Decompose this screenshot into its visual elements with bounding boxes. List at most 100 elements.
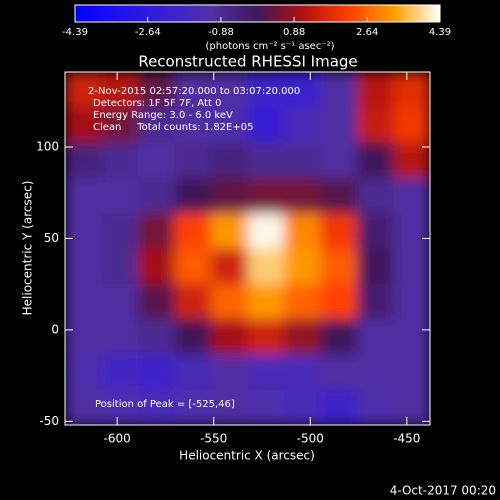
heatmap-cell bbox=[101, 354, 139, 391]
heatmap-cell bbox=[101, 72, 139, 108]
heatmap-cell bbox=[211, 283, 248, 320]
heatmap-cell bbox=[101, 248, 139, 285]
peak-label: Position of Peak = [-525,46] bbox=[95, 399, 235, 410]
heatmap-cell bbox=[320, 213, 358, 249]
heatmap-cell bbox=[211, 354, 248, 391]
heatmap-cell bbox=[320, 283, 358, 320]
heatmap-cell bbox=[174, 213, 212, 249]
heatmap-cell bbox=[284, 283, 321, 320]
heatmap-cell bbox=[357, 107, 394, 144]
heatmap-cell bbox=[138, 142, 175, 179]
heatmap-cell bbox=[357, 72, 394, 108]
heatmap-cell bbox=[284, 319, 321, 355]
heatmap-cell bbox=[65, 389, 102, 425]
heatmap-cell bbox=[65, 177, 102, 214]
heatmap-cell bbox=[393, 142, 430, 179]
chart-title: Reconstructed RHESSI Image bbox=[138, 53, 357, 71]
heatmap-cell bbox=[320, 142, 358, 179]
heatmap-cell bbox=[284, 354, 321, 391]
heatmap bbox=[65, 72, 430, 425]
x-tick-label: -600 bbox=[104, 432, 131, 446]
heatmap-cell bbox=[174, 389, 212, 425]
heatmap-cell bbox=[138, 72, 175, 108]
heatmap-cell bbox=[320, 319, 358, 355]
heatmap-cell bbox=[65, 319, 102, 355]
colorbar bbox=[74, 4, 441, 23]
colorbar-tick-label: -2.64 bbox=[135, 27, 161, 38]
heatmap-cell bbox=[393, 389, 430, 425]
heatmap-cell bbox=[101, 319, 139, 355]
heatmap-cell bbox=[393, 107, 430, 144]
heatmap-cell bbox=[101, 107, 139, 144]
heatmap-cell bbox=[247, 283, 285, 320]
annotation: Clean Total counts: 1.82E+05 bbox=[93, 122, 253, 133]
heatmap-cell bbox=[393, 177, 430, 214]
heatmap-cell bbox=[284, 213, 321, 249]
annotation: Detectors: 1F 5F 7F, Att 0 bbox=[93, 98, 221, 109]
heatmap-cell bbox=[247, 177, 285, 214]
heatmap-cell bbox=[211, 213, 248, 249]
colorbar-tick-label: -4.39 bbox=[62, 27, 88, 38]
y-tick-label: -50 bbox=[39, 414, 59, 428]
heatmap-cell bbox=[247, 142, 285, 179]
heatmap-cell bbox=[357, 248, 394, 285]
heatmap-cell bbox=[284, 142, 321, 179]
plot-area bbox=[65, 72, 430, 425]
heatmap-cell bbox=[138, 354, 175, 391]
heatmap-cell bbox=[101, 283, 139, 320]
heatmap-cell bbox=[101, 389, 139, 425]
heatmap-cell bbox=[174, 248, 212, 285]
heatmap-cell bbox=[138, 248, 175, 285]
heatmap-cell bbox=[320, 72, 358, 108]
heatmap-cell bbox=[138, 213, 175, 249]
heatmap-cell bbox=[65, 213, 102, 249]
heatmap-cell bbox=[284, 177, 321, 214]
heatmap-cell bbox=[101, 213, 139, 249]
heatmap-cell bbox=[65, 142, 102, 179]
annotation: 2-Nov-2015 02:57:20.000 to 03:07:20.000 bbox=[88, 86, 300, 97]
x-tick-label: -450 bbox=[393, 432, 420, 446]
heatmap-cell bbox=[174, 142, 212, 179]
footer: 4-Oct-2017 00:20 bbox=[390, 484, 496, 498]
y-tick-label: 100 bbox=[36, 139, 59, 153]
heatmap-cell bbox=[393, 354, 430, 391]
heatmap-cell bbox=[393, 72, 430, 108]
heatmap-cell bbox=[65, 283, 102, 320]
heatmap-cell bbox=[174, 177, 212, 214]
heatmap-cell bbox=[211, 389, 248, 425]
heatmap-cell bbox=[174, 354, 212, 391]
heatmap-cell bbox=[393, 319, 430, 355]
heatmap-cell bbox=[138, 283, 175, 320]
heatmap-cell bbox=[320, 177, 358, 214]
heatmap-cell bbox=[174, 107, 212, 144]
heatmap-cell bbox=[284, 248, 321, 285]
heatmap-cell bbox=[247, 213, 285, 249]
heatmap-cell bbox=[174, 319, 212, 355]
heatmap-cell bbox=[211, 319, 248, 355]
heatmap-cell bbox=[65, 72, 102, 108]
y-tick-label: 50 bbox=[44, 231, 59, 245]
plot-frame bbox=[64, 71, 431, 426]
heatmap-cell bbox=[247, 72, 285, 108]
y-axis-label: Heliocentric Y (arcsec) bbox=[21, 181, 35, 316]
heatmap-cell bbox=[357, 213, 394, 249]
heatmap-cell bbox=[138, 319, 175, 355]
heatmap-cell bbox=[174, 72, 212, 108]
heatmap-cell bbox=[393, 248, 430, 285]
heatmap-cell bbox=[65, 248, 102, 285]
heatmap-cell bbox=[211, 107, 248, 144]
heatmap-cell bbox=[247, 248, 285, 285]
heatmap-cell bbox=[393, 213, 430, 249]
x-tick-label: -550 bbox=[200, 432, 227, 446]
heatmap-cell bbox=[284, 107, 321, 144]
colorbar-tick-label: 0.88 bbox=[283, 27, 305, 38]
heatmap-cell bbox=[211, 72, 248, 108]
heatmap-cell bbox=[247, 107, 285, 144]
heatmap-cell bbox=[357, 142, 394, 179]
heatmap-cell bbox=[357, 283, 394, 320]
heatmap-cell bbox=[101, 177, 139, 214]
heatmap-cell bbox=[101, 142, 139, 179]
heatmap-cell bbox=[320, 107, 358, 144]
heatmap-cell bbox=[211, 142, 248, 179]
heatmap-cell bbox=[247, 389, 285, 425]
